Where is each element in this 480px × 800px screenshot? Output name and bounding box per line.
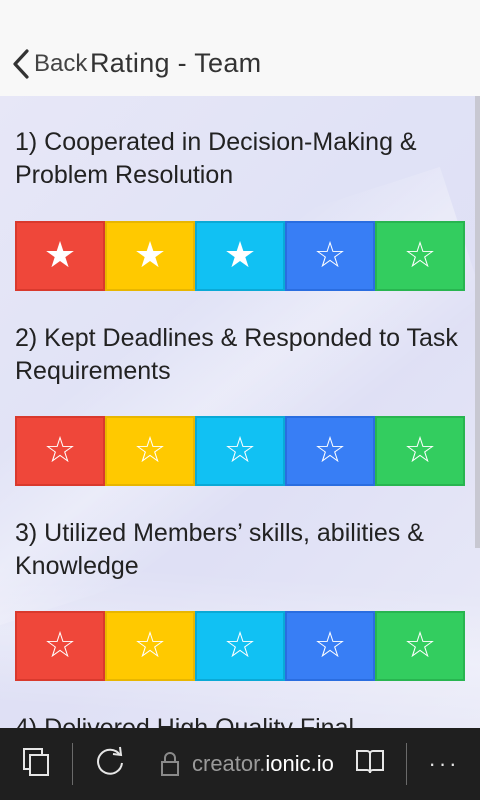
chevron-left-icon — [8, 47, 34, 81]
refresh-button[interactable] — [88, 728, 132, 800]
refresh-icon — [93, 745, 127, 784]
star-outline-icon: ☆ — [403, 625, 437, 666]
back-button[interactable]: Back — [8, 44, 87, 84]
rating-button-5[interactable]: ☆ — [375, 416, 465, 486]
rating-button-2[interactable]: ☆ — [105, 416, 195, 486]
rating-button-4[interactable]: ☆ — [285, 221, 375, 291]
page-title: Rating - Team — [90, 48, 262, 78]
star-outline-icon: ☆ — [133, 625, 167, 666]
star-outline-icon: ☆ — [223, 430, 257, 471]
rating-row: ☆ ☆ ☆ ☆ ☆ — [15, 611, 465, 681]
more-button[interactable]: ··· — [420, 728, 468, 800]
rating-button-5[interactable]: ☆ — [375, 611, 465, 681]
star-outline-icon: ☆ — [403, 235, 437, 276]
tabs-button[interactable] — [14, 728, 58, 800]
star-filled-icon: ★ — [133, 235, 167, 276]
star-outline-icon: ☆ — [43, 430, 77, 471]
rating-button-3[interactable]: ★ — [195, 221, 285, 291]
rating-button-2[interactable]: ★ — [105, 221, 195, 291]
star-outline-icon: ☆ — [43, 625, 77, 666]
rating-button-1[interactable]: ★ — [15, 221, 105, 291]
rating-button-3[interactable]: ☆ — [195, 416, 285, 486]
url-text: creator.ionic.io — [192, 751, 334, 777]
toolbar-divider — [406, 743, 407, 785]
star-outline-icon: ☆ — [223, 625, 257, 666]
url-prefix: creator. — [192, 751, 266, 776]
lock-icon — [154, 728, 186, 800]
rating-button-1[interactable]: ☆ — [15, 416, 105, 486]
star-outline-icon: ☆ — [313, 235, 347, 276]
star-outline-icon: ☆ — [403, 430, 437, 471]
question-text: 1) Cooperated in Decision-Making & Probl… — [15, 128, 417, 189]
book-icon — [354, 748, 386, 781]
star-filled-icon: ★ — [43, 235, 77, 276]
question-text: 3) Utilized Members’ skills, abilities &… — [15, 519, 424, 580]
rating-button-4[interactable]: ☆ — [285, 416, 375, 486]
question-text: 4) Delivered High Quality Final — [15, 714, 355, 728]
content-area[interactable]: 1) Cooperated in Decision-Making & Probl… — [0, 96, 480, 728]
star-outline-icon: ☆ — [313, 625, 347, 666]
reading-view-button[interactable] — [348, 728, 392, 800]
rating-row: ☆ ☆ ☆ ☆ ☆ — [15, 416, 465, 486]
rating-button-3[interactable]: ☆ — [195, 611, 285, 681]
url-domain: ionic.io — [265, 751, 334, 776]
tabs-icon — [22, 747, 50, 782]
back-button-label: Back — [34, 50, 88, 77]
star-outline-icon: ☆ — [133, 430, 167, 471]
more-icon: ··· — [428, 751, 460, 776]
star-outline-icon: ☆ — [313, 430, 347, 471]
question-text: 2) Kept Deadlines & Responded to Task Re… — [15, 324, 458, 385]
nav-bar: Back Rating - Team — [0, 0, 480, 96]
rating-button-2[interactable]: ☆ — [105, 611, 195, 681]
browser-toolbar: creator.ionic.io ··· — [0, 728, 480, 800]
rating-button-4[interactable]: ☆ — [285, 611, 375, 681]
rating-button-1[interactable]: ☆ — [15, 611, 105, 681]
scrollbar[interactable] — [475, 96, 480, 548]
address-bar[interactable]: creator.ionic.io — [192, 728, 336, 800]
star-filled-icon: ★ — [223, 235, 257, 276]
toolbar-divider — [72, 743, 73, 785]
rating-row: ★ ★ ★ ☆ ☆ — [15, 221, 465, 291]
rating-button-5[interactable]: ☆ — [375, 221, 465, 291]
